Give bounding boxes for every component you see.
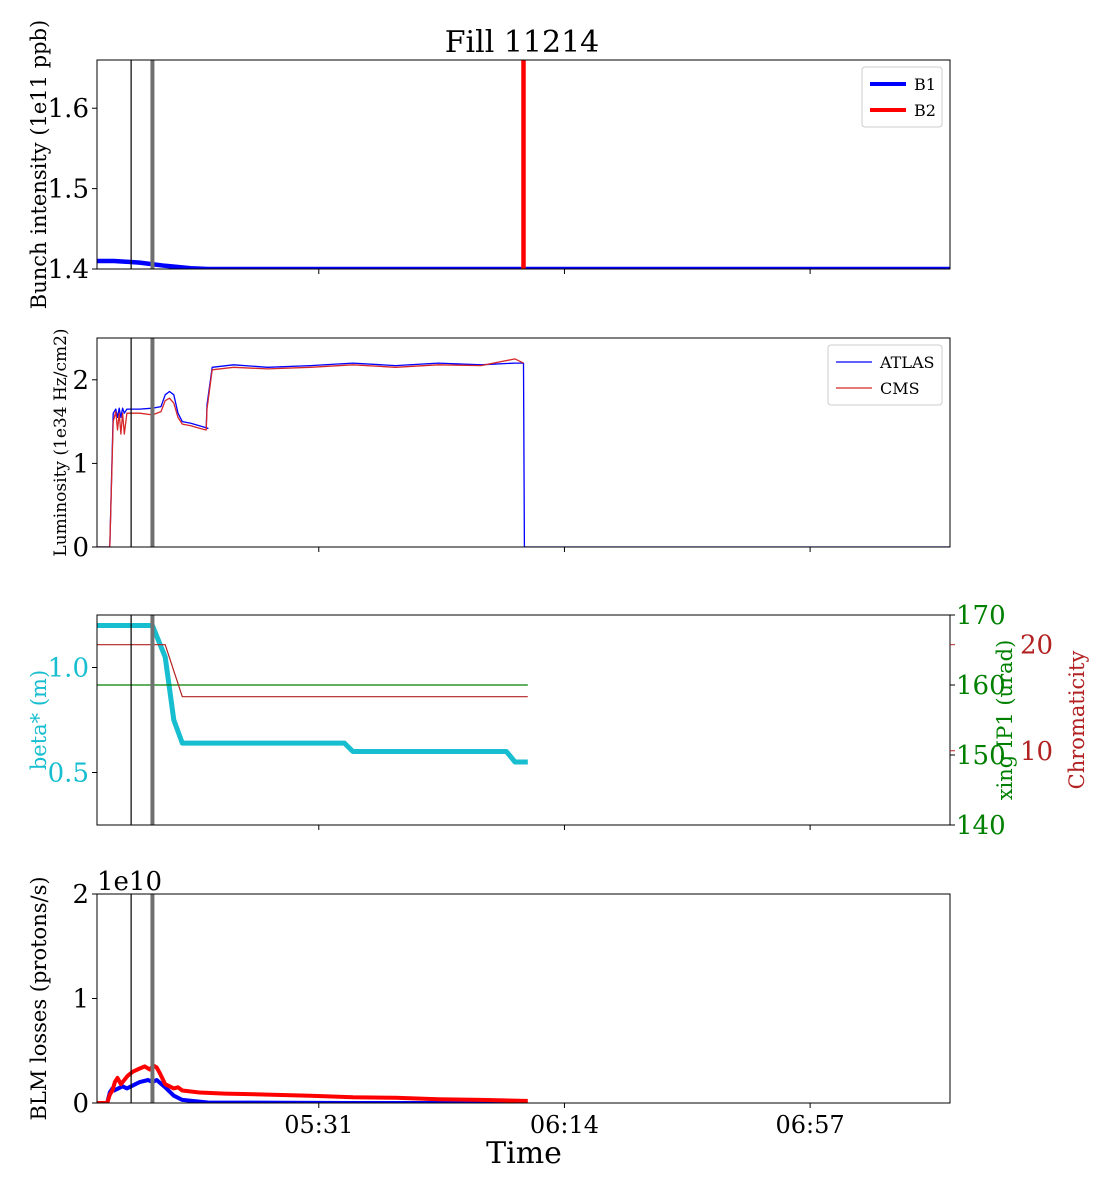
series-line-blm-b2 <box>97 1063 528 1103</box>
y-tick-label: 0 <box>72 1089 89 1119</box>
y-right1-tick-label: 160 <box>956 671 1006 701</box>
axes-frame <box>96 337 951 548</box>
legend: ATLAS CMS <box>827 344 943 406</box>
y-axis-label: BLM losses (protons/s) <box>27 876 51 1120</box>
y-tick-label: 1.5 <box>48 175 89 205</box>
y-tick-label: 1.6 <box>48 94 89 124</box>
plot-area <box>97 1063 528 1103</box>
panel-losses: 05:31 06:14 06:57 0 1 2 BLM losses (protons/s)… <box>27 867 951 1139</box>
y-tick-label: 2 <box>72 366 89 396</box>
series-line-beta- <box>97 623 528 765</box>
y-tick-label: 1.0 <box>48 654 89 684</box>
y-right1-tick-label: 170 <box>956 601 1006 631</box>
y-axis-label: Luminosity (1e34 Hz/cm2) <box>51 328 71 556</box>
y-tick-label: 1.4 <box>48 255 89 285</box>
plot-area <box>97 623 528 765</box>
y-tick-label: 0.5 <box>48 759 89 789</box>
y-right2-tick-label: 20 <box>1020 631 1053 661</box>
x-tick-label: 06:57 <box>776 1111 845 1139</box>
y-right1-tick-label: 150 <box>956 741 1006 771</box>
legend-label: CMS <box>880 379 920 398</box>
y-right1-label: xing IP1 (urad) <box>993 640 1017 801</box>
y-tick-label: 2 <box>72 880 89 910</box>
legend-label: B1 <box>914 75 936 94</box>
x-tick-label: 06:14 <box>530 1111 599 1139</box>
axes-frame <box>96 614 951 826</box>
figure-title: Fill 11214 <box>445 25 600 60</box>
y-axis-label: beta* (m) <box>27 670 51 770</box>
y-right1-tick-label: 140 <box>956 811 1006 841</box>
offset-label: 1e10 <box>97 867 162 897</box>
y-axis-label: Bunch intensity (1e11 ppb) <box>27 20 51 309</box>
y-tick-label: 1 <box>72 449 89 479</box>
axes-frame <box>96 59 951 270</box>
x-axis-label: Time <box>486 1136 562 1171</box>
series-line-b1 <box>97 258 950 269</box>
series-line-cms <box>97 358 524 547</box>
plot-area <box>97 60 950 269</box>
series-line-atlas <box>97 362 950 547</box>
legend-label: B2 <box>914 101 936 120</box>
y-tick-label: 1 <box>72 985 89 1015</box>
axes-frame <box>96 893 951 1104</box>
legend-box <box>827 344 943 406</box>
plot-area <box>97 358 950 547</box>
y-right2-label: Chromaticity <box>1065 651 1089 790</box>
legend-label: ATLAS <box>879 353 935 372</box>
y-tick-label: 0 <box>72 533 89 563</box>
y-right2-tick-label: 10 <box>1020 737 1053 767</box>
x-tick-label: 05:31 <box>284 1111 353 1139</box>
